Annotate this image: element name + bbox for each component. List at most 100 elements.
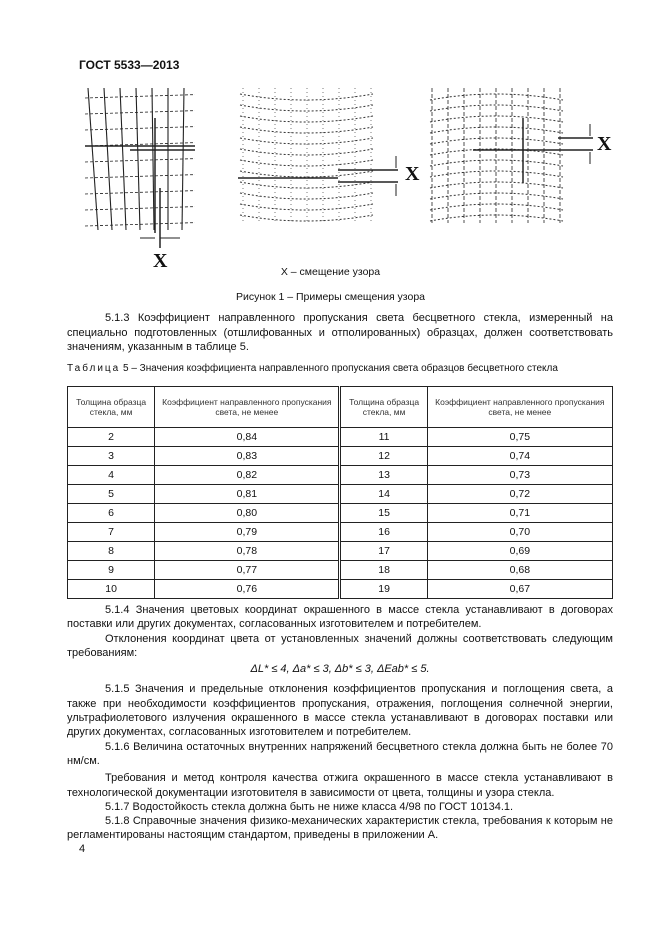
- paragraph-5-1-8: 5.1.8 Справочные значения физико-механич…: [67, 815, 613, 842]
- paragraph-5-1-3: 5.1.3 Коэффициент направленного пропуска…: [67, 312, 613, 353]
- pattern-line: [429, 214, 564, 222]
- table-row: 5 0,81 14 0,72: [66, 484, 614, 504]
- pattern-line: [85, 110, 195, 115]
- table-cell: 9: [66, 560, 156, 580]
- table-cell: 0,72: [426, 484, 614, 504]
- header-coefficient-2: Коэффициент направленного пропускания св…: [426, 386, 614, 428]
- table-cell: 2: [66, 427, 156, 447]
- table-cell: 8: [66, 541, 156, 561]
- formula: ΔL* ≤ 4, Δa* ≤ 3, Δb* ≤ 3, ΔEab* ≤ 5.: [250, 663, 430, 676]
- paragraph-5-1-5: 5.1.5 Значения и предельные отклонения к…: [67, 683, 613, 739]
- table-cell: 11: [339, 427, 428, 447]
- table-5: Толщина образца стекла, мм Коэффициент н…: [66, 386, 614, 599]
- pattern-line: [429, 137, 564, 145]
- table-cell: 12: [339, 446, 428, 466]
- table-cell: 0,75: [426, 427, 614, 447]
- pattern-line: [151, 88, 155, 231]
- pattern-line: [239, 104, 374, 112]
- paragraph-5-1-4-deviations: Отклонения координат цвета от установлен…: [67, 632, 613, 659]
- pattern-line: [239, 148, 374, 156]
- table-cell: 0,80: [154, 503, 342, 523]
- table-cell: 19: [339, 579, 428, 599]
- pattern-line: [135, 88, 141, 231]
- pattern-line: [85, 94, 195, 99]
- pattern-line: [239, 159, 374, 167]
- figure-marker-2: X: [405, 163, 420, 185]
- pattern-line: [85, 206, 195, 211]
- table-cell: 0,82: [154, 465, 342, 485]
- table-row: 4 0,82 13 0,73: [66, 465, 614, 485]
- table-row: 6 0,80 15 0,71: [66, 503, 614, 523]
- pattern-line: [429, 203, 564, 211]
- pattern-line: [181, 88, 185, 231]
- table-cell: 10: [66, 579, 156, 599]
- pattern-line: [429, 159, 564, 167]
- table-row: 3 0,83 12 0,74: [66, 446, 614, 466]
- pattern-line: [103, 88, 113, 231]
- figure-pattern-1: [85, 88, 195, 248]
- table-cell: 0,83: [154, 446, 342, 466]
- document-header: ГОСТ 5533—2013: [79, 58, 180, 72]
- table-cell: 0,67: [426, 579, 614, 599]
- pattern-line: [239, 93, 374, 101]
- figure-caption: Рисунок 1 – Примеры смещения узора: [235, 291, 426, 303]
- header-coefficient: Коэффициент направленного пропускания св…: [154, 386, 342, 428]
- pattern-line: [239, 137, 374, 145]
- table-cell: 0,69: [426, 541, 614, 561]
- pattern-line: [85, 190, 195, 195]
- table-cell: 14: [339, 484, 428, 504]
- table-cell: 16: [339, 522, 428, 542]
- pattern-line: [239, 192, 374, 200]
- table-cell: 0,71: [426, 503, 614, 523]
- table-row: 2 0,84 11 0,75: [66, 427, 614, 447]
- table-cell: 4: [66, 465, 156, 485]
- table-title: Таблица 5 – Значения коэффициента направ…: [67, 363, 558, 374]
- pattern-line: [85, 174, 195, 179]
- pattern-line: [429, 115, 564, 123]
- header-thickness: Толщина образца стекла, мм: [66, 386, 156, 428]
- pattern-line: [239, 170, 374, 178]
- paragraph-5-1-6-annealing: Требования и метод контроля качества отж…: [67, 772, 613, 799]
- table-row: 8 0,78 17 0,69: [66, 541, 614, 561]
- paragraph-5-1-7: 5.1.7 Водостойкость стекла должна быть н…: [105, 800, 514, 813]
- header-thickness-2: Толщина образца стекла, мм: [339, 386, 428, 428]
- table-cell: 0,74: [426, 446, 614, 466]
- table-row: 9 0,77 18 0,68: [66, 560, 614, 580]
- paragraph-5-1-4: 5.1.4 Значения цветовых координат окраше…: [67, 604, 613, 631]
- figure-pattern-2: [238, 88, 398, 223]
- table-cell: 18: [339, 560, 428, 580]
- pattern-line: [429, 170, 564, 178]
- pattern-line: [429, 93, 564, 101]
- pattern-line: [429, 126, 564, 134]
- table-row: 7 0,79 16 0,70: [66, 522, 614, 542]
- table-label: Таблица: [67, 363, 121, 374]
- pattern-line: [239, 126, 374, 134]
- pattern-line: [239, 214, 374, 222]
- pattern-line: [239, 115, 374, 123]
- table-cell: 7: [66, 522, 156, 542]
- table-cell: 0,76: [154, 579, 342, 599]
- pattern-line: [85, 126, 195, 131]
- pattern-line: [85, 158, 195, 163]
- figure-legend: X – смещение узора: [280, 266, 381, 278]
- table-cell: 0,84: [154, 427, 342, 447]
- figure-marker-1: X: [153, 250, 168, 272]
- figure-pattern-3: [429, 88, 593, 223]
- table-cell: 0,77: [154, 560, 342, 580]
- table-cell: 0,79: [154, 522, 342, 542]
- table-cell: 13: [339, 465, 428, 485]
- pattern-line: [239, 203, 374, 211]
- page-number: 4: [79, 843, 86, 855]
- table-cell: 17: [339, 541, 428, 561]
- table-row: 10 0,76 19 0,67: [66, 579, 614, 599]
- table-cell: 0,78: [154, 541, 342, 561]
- pattern-line: [429, 104, 564, 112]
- table-cell: 0,68: [426, 560, 614, 580]
- table-cell: 0,81: [154, 484, 342, 504]
- table-title-text: 5 – Значения коэффициента направленного …: [120, 363, 558, 374]
- pattern-line: [119, 88, 127, 231]
- pattern-line: [429, 192, 564, 200]
- table-cell: 3: [66, 446, 156, 466]
- pattern-line: [85, 222, 195, 227]
- table-cell: 15: [339, 503, 428, 523]
